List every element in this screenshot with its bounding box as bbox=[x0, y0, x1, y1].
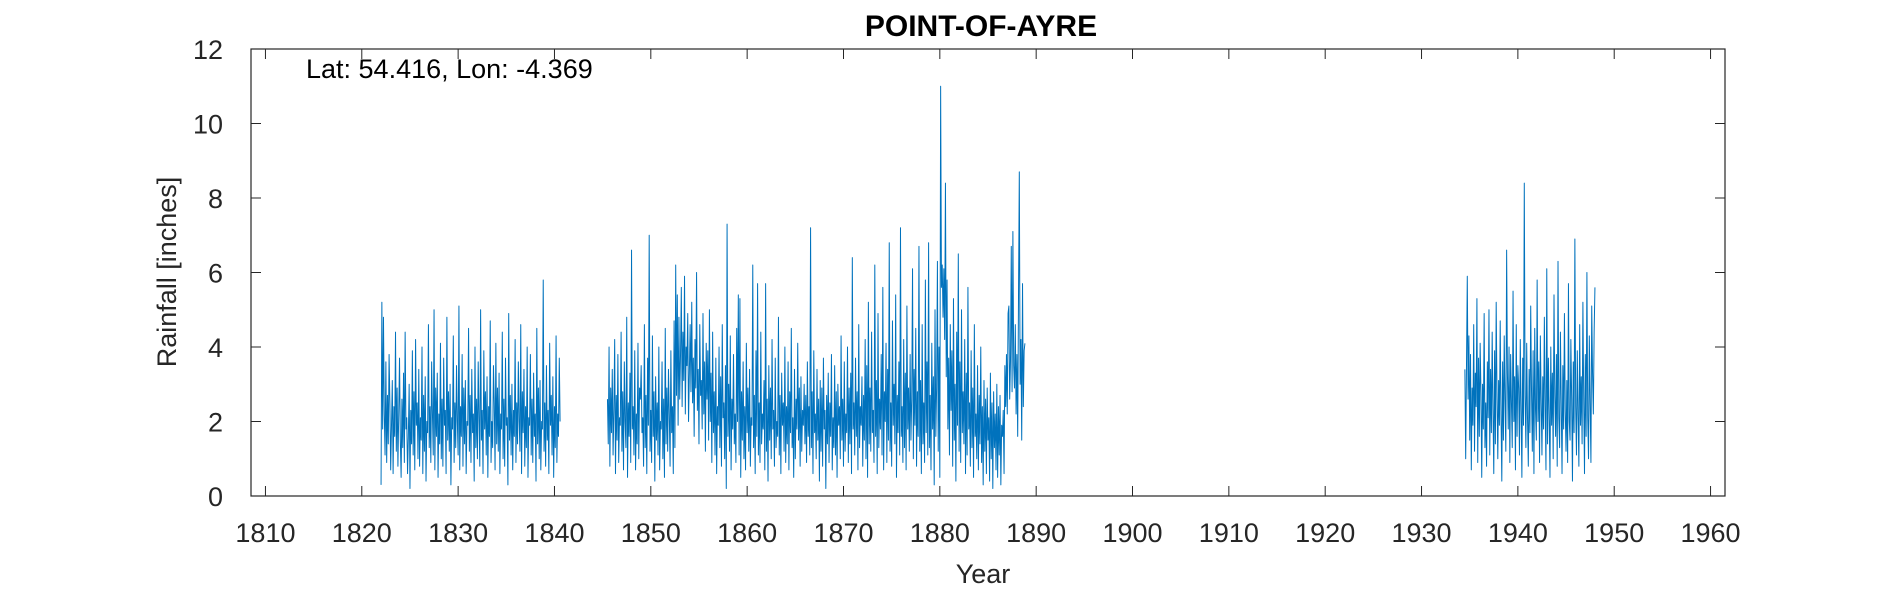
series-line-segment bbox=[380, 279, 561, 490]
x-tick-label: 1870 bbox=[813, 518, 873, 548]
x-tick-label: 1880 bbox=[910, 518, 970, 548]
x-tick-label: 1850 bbox=[621, 518, 681, 548]
x-tick-label: 1810 bbox=[235, 518, 295, 548]
x-axis: 1810 1820 1830 1840 1850 1860 1870 1880 1890 1900… bbox=[235, 49, 1741, 548]
x-tick-label: 1910 bbox=[1199, 518, 1259, 548]
x-tick-label: 1920 bbox=[1295, 518, 1355, 548]
y-tick-label: 2 bbox=[208, 408, 223, 438]
x-tick-label: 1860 bbox=[717, 518, 777, 548]
y-tick-label: 8 bbox=[208, 184, 223, 214]
x-tick-label: 1830 bbox=[428, 518, 488, 548]
x-tick-label: 1940 bbox=[1488, 518, 1548, 548]
y-tick-label: 12 bbox=[193, 35, 223, 65]
y-tick-label: 4 bbox=[208, 333, 223, 363]
series-line-segment bbox=[1464, 182, 1596, 482]
y-axis: 0 2 4 6 8 10 12 bbox=[193, 35, 1725, 512]
y-tick-label: 0 bbox=[208, 482, 223, 512]
x-tick-label: 1820 bbox=[332, 518, 392, 548]
rainfall-series bbox=[380, 85, 1596, 490]
series-line-segment bbox=[606, 85, 1026, 490]
chart-title: POINT-OF-AYRE bbox=[865, 10, 1097, 43]
x-tick-label: 1840 bbox=[524, 518, 584, 548]
location-annotation: Lat: 54.416, Lon: -4.369 bbox=[306, 54, 593, 84]
y-tick-label: 10 bbox=[193, 110, 223, 140]
x-tick-label: 1890 bbox=[1006, 518, 1066, 548]
x-tick-label: 1950 bbox=[1584, 518, 1644, 548]
x-tick-label: 1900 bbox=[1102, 518, 1162, 548]
x-axis-label: Year bbox=[956, 559, 1011, 589]
x-tick-label: 1930 bbox=[1391, 518, 1451, 548]
y-tick-label: 6 bbox=[208, 259, 223, 289]
x-tick-label: 1960 bbox=[1681, 518, 1741, 548]
y-axis-label: Rainfall [inches] bbox=[152, 177, 182, 368]
